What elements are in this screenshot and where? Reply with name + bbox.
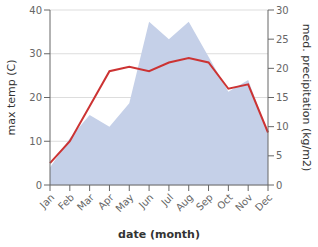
svg-text:20: 20 xyxy=(29,92,42,103)
svg-text:25: 25 xyxy=(276,34,289,45)
svg-text:40: 40 xyxy=(29,5,42,16)
svg-text:Dec: Dec xyxy=(253,192,274,213)
svg-text:May: May xyxy=(113,192,135,214)
svg-text:Sep: Sep xyxy=(194,192,215,213)
svg-text:10: 10 xyxy=(29,136,42,147)
svg-text:Mar: Mar xyxy=(75,191,97,213)
svg-text:Nov: Nov xyxy=(233,192,255,214)
svg-text:5: 5 xyxy=(276,150,282,161)
svg-text:Jan: Jan xyxy=(37,192,56,211)
svg-text:Apr: Apr xyxy=(96,191,117,212)
svg-text:Oct: Oct xyxy=(215,192,235,212)
svg-text:20: 20 xyxy=(276,63,289,74)
svg-text:Jul: Jul xyxy=(158,192,175,209)
svg-text:0: 0 xyxy=(276,180,282,191)
svg-text:Aug: Aug xyxy=(174,192,196,214)
svg-text:date (month): date (month) xyxy=(118,228,200,241)
svg-text:30: 30 xyxy=(276,5,289,16)
svg-text:Feb: Feb xyxy=(56,192,76,212)
svg-text:15: 15 xyxy=(276,92,289,103)
svg-text:0: 0 xyxy=(36,180,42,191)
svg-text:30: 30 xyxy=(29,48,42,59)
svg-text:10: 10 xyxy=(276,121,289,132)
svg-text:med. precipitation (kg/m2): med. precipitation (kg/m2) xyxy=(300,24,310,172)
svg-text:max temp (C): max temp (C) xyxy=(8,59,18,135)
svg-text:Jun: Jun xyxy=(136,192,156,212)
